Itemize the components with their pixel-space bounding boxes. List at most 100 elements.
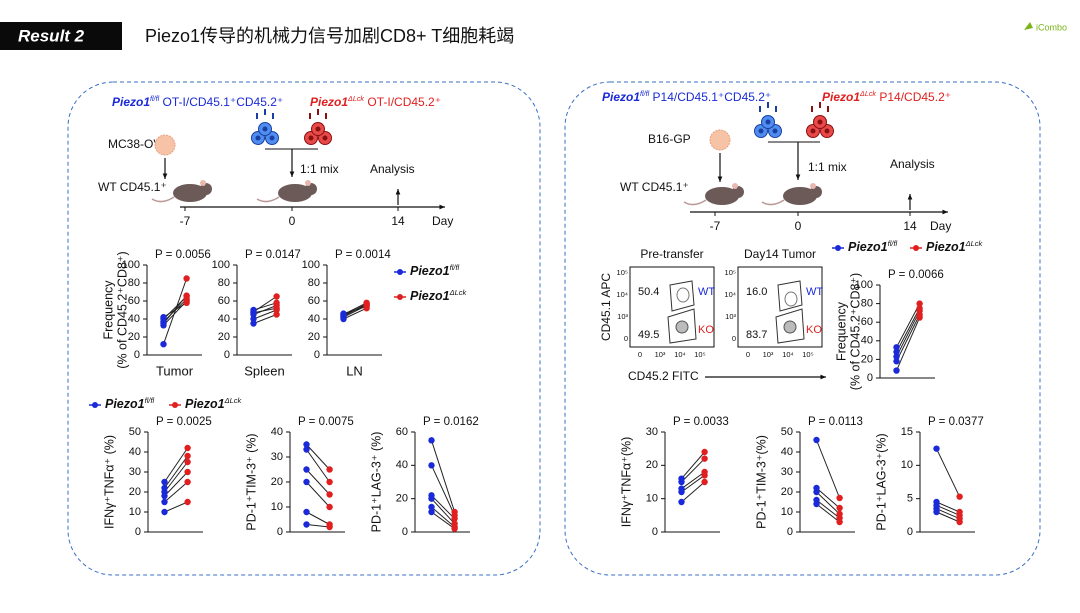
tumor-label: MC38-OVA <box>108 137 168 151</box>
host-label: WT CD45.1⁺ <box>98 180 167 194</box>
dot <box>303 478 310 486</box>
gene: Piezo1 <box>410 264 450 278</box>
arrow-head <box>942 209 948 215</box>
dot <box>813 484 820 492</box>
y-tick-label: 10 <box>901 459 913 471</box>
pair-line <box>164 501 188 513</box>
dot <box>184 452 191 460</box>
pair-line <box>164 461 188 493</box>
label: Piezo1fl/fl P14/CD45.1⁺CD45.2⁺ <box>602 89 771 104</box>
legend-dot <box>92 402 98 408</box>
dot <box>678 485 685 492</box>
y-tick-label: 20 <box>781 486 793 498</box>
y-tick-label: 10 <box>271 501 283 513</box>
gate-label: KO <box>806 324 822 336</box>
flow-plot <box>737 266 823 348</box>
y-tick-label: 10 <box>646 493 658 505</box>
dot <box>161 484 168 492</box>
nucleus <box>322 135 328 141</box>
dot <box>813 436 820 444</box>
superscript: ΔLck <box>859 89 876 98</box>
dot <box>303 446 310 453</box>
gate-percent: 49.5 <box>638 329 659 341</box>
y-tick-label: 40 <box>218 313 230 325</box>
dot <box>183 275 190 282</box>
legend-dot <box>172 402 178 408</box>
y-tick-label: 15 <box>901 426 913 438</box>
dot <box>184 498 191 506</box>
dot <box>303 521 310 528</box>
y-tick-label: 60 <box>396 426 408 438</box>
p-value: P = 0.0075 <box>298 416 354 428</box>
dot <box>893 358 900 365</box>
dot <box>303 441 310 448</box>
dot <box>184 478 191 486</box>
badge: Result 2 <box>18 26 85 45</box>
dot <box>250 315 257 323</box>
dot <box>451 508 458 516</box>
dot <box>956 508 963 516</box>
y-tick-label: 60 <box>308 295 320 307</box>
rest: OT-I/CD45.1⁺CD45.2⁺ <box>159 95 283 109</box>
day-label: 0 <box>289 214 296 228</box>
logo-icon <box>1024 22 1033 30</box>
dot <box>184 468 191 476</box>
panel-frame <box>67 81 541 576</box>
y-tick-label: 40 <box>861 335 873 347</box>
dot <box>273 311 280 318</box>
dot <box>933 445 940 452</box>
y-tick-label: 100 <box>122 259 140 271</box>
y-tick-label: 0 <box>787 526 793 538</box>
nucleus <box>810 128 816 134</box>
dot <box>303 466 310 473</box>
y-tick-label: 20 <box>129 486 141 498</box>
arrow-head <box>717 176 723 182</box>
pair-line <box>306 449 331 483</box>
y-tick-label: 60 <box>861 316 873 328</box>
dot <box>836 510 843 518</box>
dot <box>326 503 333 511</box>
mouse-tail <box>683 199 707 206</box>
flow-x-tick: 0 <box>746 350 750 359</box>
dot <box>160 341 167 348</box>
x-label: Spleen <box>244 363 284 378</box>
y-tick-label: 40 <box>271 426 283 438</box>
y-tick-label: 20 <box>271 476 283 488</box>
y-tick-label: 100 <box>212 259 230 271</box>
y-label: IFNγ⁺TNFα⁺ (%) <box>102 435 116 529</box>
y-tick-label: 30 <box>271 451 283 463</box>
y-label: PD-1⁺LAG-3⁺ (%) <box>369 432 383 533</box>
pair-line <box>816 487 840 509</box>
dot <box>250 320 257 327</box>
tumor-cells <box>154 134 176 156</box>
y-tick-label: 40 <box>129 446 141 458</box>
gene: Piezo1 <box>112 95 150 109</box>
analysis-label: Analysis <box>370 162 415 176</box>
dot <box>956 493 963 500</box>
p-value: P = 0.0056 <box>155 249 211 261</box>
dot <box>893 367 900 374</box>
receptor <box>811 102 829 112</box>
dot <box>340 313 347 320</box>
superscript: fl/fl <box>450 263 460 272</box>
pair-line <box>681 451 705 479</box>
rest: OT-I/CD45.2⁺ <box>364 95 441 109</box>
y-tick-label: 0 <box>135 526 141 538</box>
mouse-body <box>705 187 739 205</box>
day-label: 14 <box>391 214 405 228</box>
p-value: P = 0.0033 <box>673 416 729 428</box>
label: Piezo1fl/fl OT-I/CD45.1⁺CD45.2⁺ <box>112 94 283 109</box>
pair-line <box>253 302 277 311</box>
gate <box>777 280 803 312</box>
pair-line <box>343 303 367 317</box>
y-label: IFNγ⁺TNFα⁺(%) <box>619 437 633 528</box>
receptor <box>759 102 777 112</box>
gate-percent: 83.7 <box>746 329 767 341</box>
flow-x-tick: 10⁴ <box>782 350 794 359</box>
p-value: P = 0.0147 <box>245 249 301 261</box>
pair-line <box>681 481 705 503</box>
nucleus <box>824 128 830 134</box>
day-unit: Day <box>432 214 453 228</box>
